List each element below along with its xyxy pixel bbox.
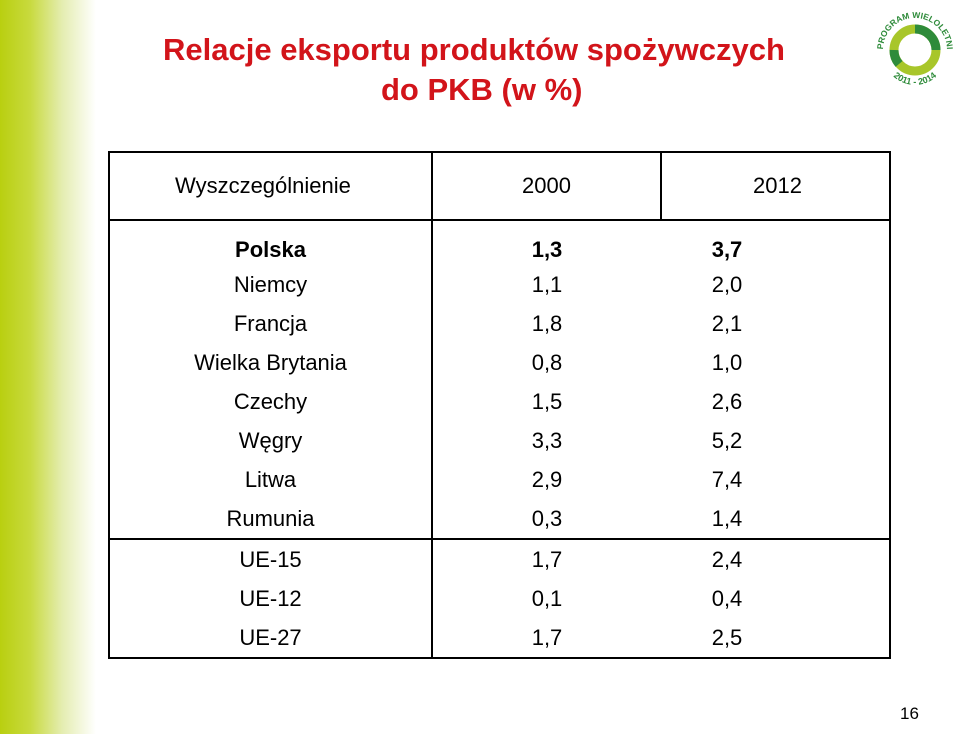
value-2000: 1,8 [531,310,563,336]
value-2000: 0,3 [531,505,563,531]
value-2012: 0,4 [661,579,891,618]
row-label: Wielka Brytania [108,343,433,382]
table-row: Francja 1,8 2,1 [108,304,891,343]
row-label: Niemcy [108,265,433,304]
row-label: UE-15 [108,538,433,579]
value-2000: 1,3 [531,237,563,262]
header-year-2000: 2000 [431,151,662,221]
logo-text-bottom: 2011 - 2014 [892,70,938,87]
program-logo: PROGRAM WIELOLETNI 2011 - 2014 [875,10,955,87]
export-gdp-table: Wyszczególnienie 2000 2012 Polska 1,3 3,… [108,151,891,659]
row-label: Węgry [108,421,433,460]
row-label: Francja [108,304,433,343]
value-2000: 3,3 [531,427,563,453]
value-2012: 2,0 [661,265,891,304]
title-line-1: Relacje eksportu produktów spożywczych [163,32,785,67]
header-year-2012: 2012 [660,151,891,221]
table-row: Polska 1,3 3,7 [108,220,891,265]
table-row: Litwa 2,9 7,4 [108,460,891,499]
value-2000: 1,7 [432,538,661,579]
value-2012: 2,5 [661,618,891,659]
value-2012: 3,7 [661,220,891,265]
value-2012: 1,4 [661,499,891,539]
value-2012: 7,4 [661,460,891,499]
value-2012: 2,6 [661,382,891,421]
row-label: UE-12 [108,579,433,618]
decorative-side-band [0,0,96,734]
row-label: Czechy [108,382,433,421]
value-2012: 5,2 [661,421,891,460]
value-2000: 0,8 [531,349,563,375]
header-description: Wyszczególnienie [108,151,433,221]
value-2012: 2,1 [661,304,891,343]
table-row: Węgry 3,3 5,2 [108,421,891,460]
value-2000: 2,9 [531,466,563,492]
row-label: UE-27 [108,618,433,659]
table-row: Wielka Brytania 0,8 1,0 [108,343,891,382]
value-2012: 2,4 [661,538,891,579]
table-row: Rumunia 0,3 1,4 [108,499,891,539]
value-2000: 1,5 [531,388,563,414]
table-row: Czechy 1,5 2,6 [108,382,891,421]
table-row: UE-12 0,1 0,4 [108,579,891,618]
table-row: UE-27 1,7 2,5 [108,618,891,659]
row-label: Rumunia [108,499,433,539]
table-row: UE-15 1,7 2,4 [108,538,891,579]
value-2000: 1,7 [432,618,661,659]
value-2000: 0,1 [531,585,563,611]
value-2000: 1,1 [531,271,563,297]
svg-text:2011 - 2014: 2011 - 2014 [892,70,938,87]
title-line-2: do PKB (w %) [381,72,583,107]
table-header-row: Wyszczególnienie 2000 2012 [108,151,891,221]
page-number: 16 [900,704,919,723]
row-label: Litwa [108,460,433,499]
value-2012: 1,0 [661,343,891,382]
table-row: Niemcy 1,1 2,0 [108,265,891,304]
row-label: Polska [108,220,433,265]
